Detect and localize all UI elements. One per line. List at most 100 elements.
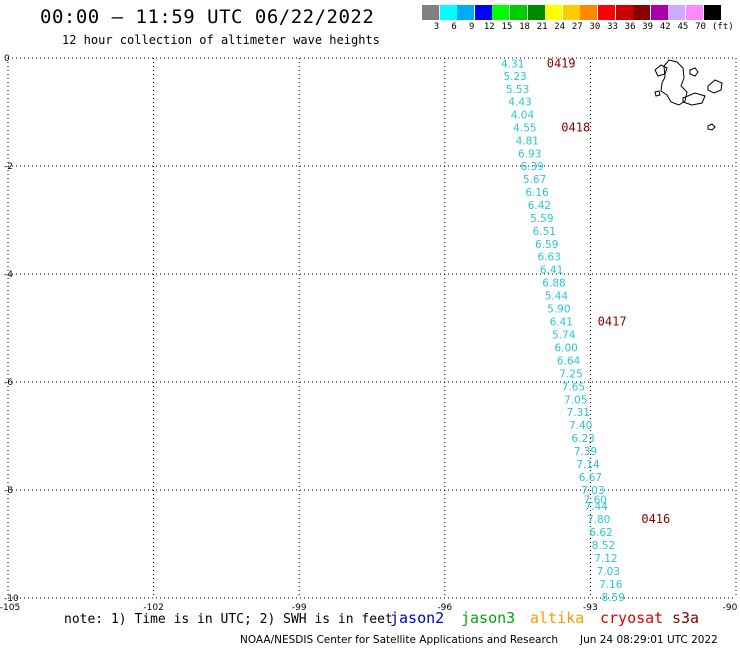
swh-value: 8.52 xyxy=(592,540,615,552)
lon-tick-label: -102 xyxy=(143,603,163,613)
swh-value: 5.53 xyxy=(506,84,529,96)
swh-value: 6.93 xyxy=(518,149,541,161)
lon-tick-label: -99 xyxy=(292,603,307,613)
lon-tick-label: -90 xyxy=(723,603,738,613)
lat-tick-label: 0 xyxy=(4,54,10,64)
legend-label: 24 xyxy=(554,22,566,32)
galapagos-islands xyxy=(654,59,723,131)
swh-value: 5.23 xyxy=(503,71,526,83)
lon-tick-label: -96 xyxy=(437,603,452,613)
swh-value: 7.60 xyxy=(584,495,607,507)
legend-swatch xyxy=(562,5,580,20)
swh-value: 5.74 xyxy=(552,329,576,341)
pass-time-labels: 0419 0418 0417 0416 xyxy=(547,56,671,526)
legend-swatch xyxy=(527,5,545,20)
legend-swatch xyxy=(580,5,598,20)
legend-swatch xyxy=(474,5,492,20)
lat-lon-grid xyxy=(7,57,737,599)
legend-swatch xyxy=(686,5,703,20)
swh-value: 6.67 xyxy=(579,472,602,484)
map-subtitle: 12 hour collection of altimeter wave hei… xyxy=(62,33,380,47)
lat-tick-label: -4 xyxy=(4,270,13,280)
swh-value: 7.25 xyxy=(559,368,582,380)
swh-value: 6.41 xyxy=(540,265,563,277)
legend-label: 36 xyxy=(624,22,636,32)
footer-credit: NOAA/NESDIS Center for Satellite Applica… xyxy=(240,634,558,646)
lat-tick-label: -8 xyxy=(4,486,13,496)
swh-value: 6.63 xyxy=(537,252,560,264)
swh-value: 4.04 xyxy=(511,110,535,122)
legend-unit: (ft) xyxy=(712,22,734,32)
swh-value: 6.42 xyxy=(528,200,551,212)
swh-value: 5.59 xyxy=(530,213,553,225)
swh-value: 6.41 xyxy=(550,317,573,329)
note-text: note: 1) Time is in UTC; 2) SWH is in fe… xyxy=(64,612,393,627)
swh-value: 4.55 xyxy=(513,123,536,135)
swh-value: 7.39 xyxy=(574,446,597,458)
swh-value: 7.16 xyxy=(599,579,623,591)
lat-tick-label: -2 xyxy=(4,162,13,172)
legend-label: 27 xyxy=(571,22,583,32)
swh-value: 8.59 xyxy=(602,592,625,604)
swh-value: 4.31 xyxy=(501,58,524,70)
legend-swatch xyxy=(545,5,563,20)
swh-value: 7.12 xyxy=(594,553,617,565)
pass-time-label: 0416 xyxy=(641,512,670,526)
swh-value: 7.14 xyxy=(576,459,600,471)
swh-value: 5.90 xyxy=(547,304,570,316)
swh-value: 6.59 xyxy=(535,239,558,251)
legend-swatch xyxy=(615,5,633,20)
swh-value: 4.43 xyxy=(508,97,531,109)
swh-value: 5.67 xyxy=(523,174,546,186)
legend-swatch xyxy=(633,5,651,20)
legend-swatch xyxy=(457,5,475,20)
legend-swatch xyxy=(668,5,686,20)
map-title: 00:00 – 11:59 UTC 06/22/2022 xyxy=(40,6,375,28)
lon-tick-label: -105 xyxy=(0,603,20,613)
swh-value: 5.44 xyxy=(545,291,569,303)
island-outline xyxy=(654,90,661,97)
legend-label: 33 xyxy=(607,22,618,32)
swh-value: 7.03 xyxy=(581,485,604,497)
legend-swatch xyxy=(598,5,615,20)
swh-value: 7.05 xyxy=(564,394,587,406)
island-outline xyxy=(707,123,716,131)
legend-label: 30 xyxy=(589,22,601,32)
lat-tick-label: -10 xyxy=(4,594,19,604)
swh-value: 6.62 xyxy=(589,527,612,539)
swh-value: 6.16 xyxy=(525,187,549,199)
legend-swatch xyxy=(492,5,510,20)
legend-label: 15 xyxy=(501,22,513,32)
legend-label: 12 xyxy=(483,22,495,32)
pass-time-label: 0417 xyxy=(598,315,627,329)
legend-label: 42 xyxy=(659,22,671,32)
swh-value: 6.39 xyxy=(520,161,543,173)
legend-label: 70 xyxy=(695,22,706,32)
pass-time-label: 0418 xyxy=(561,121,590,135)
legend-label: 21 xyxy=(536,22,548,32)
legend-label: 6 xyxy=(451,22,457,32)
swh-value: 6.00 xyxy=(554,342,577,354)
legend-swatch xyxy=(510,5,527,20)
legend-label: 18 xyxy=(519,22,530,32)
swh-value: 6.23 xyxy=(571,433,594,445)
satellite-label-jason2: jason2 xyxy=(390,609,445,627)
legend-swatch xyxy=(650,5,668,20)
island-outline xyxy=(660,59,688,106)
satellite-label-altika: altika xyxy=(530,609,585,627)
legend-label: 3 xyxy=(433,22,440,32)
lon-tick-label: -93 xyxy=(583,603,598,613)
axis-tick-labels: -105 -102 -99 -96 -93 -90 0 -2 -4 -6 -8 -10 xyxy=(0,54,738,613)
island-outline xyxy=(654,64,668,77)
swh-value: 7.40 xyxy=(569,420,592,432)
swh-value: 6.51 xyxy=(533,226,556,238)
legend-swatch xyxy=(703,5,721,20)
legend-swatch xyxy=(422,5,439,20)
swh-value: 4.81 xyxy=(516,136,539,148)
swh-value: 7.80 xyxy=(587,514,610,526)
legend-label: 9 xyxy=(468,22,475,32)
legend-swatch xyxy=(439,5,457,20)
lat-tick-label: -6 xyxy=(4,378,13,388)
satellite-label-cryosat: cryosat xyxy=(600,609,664,627)
